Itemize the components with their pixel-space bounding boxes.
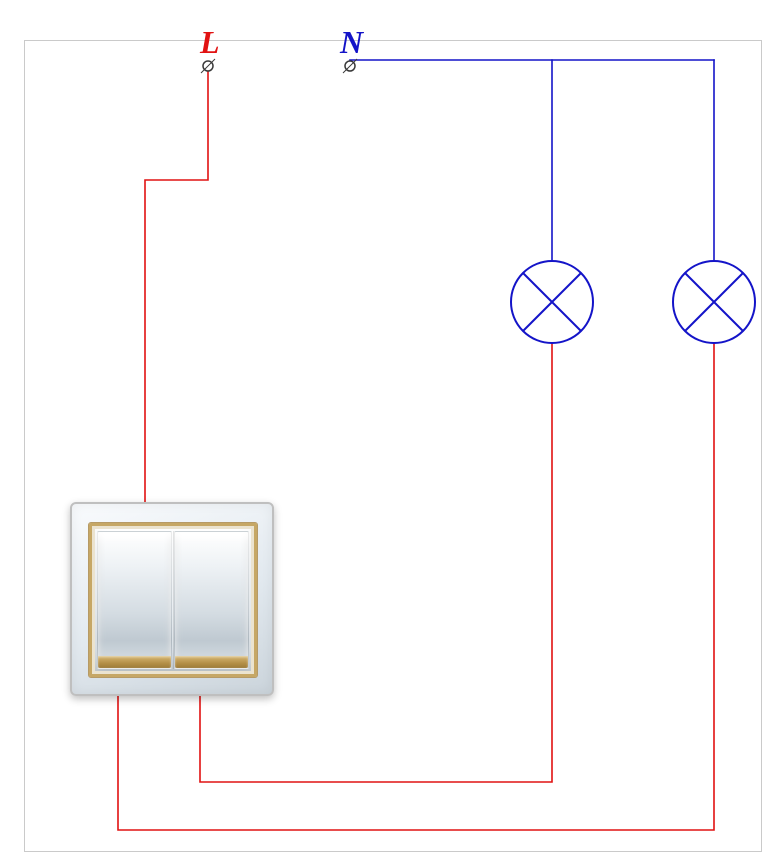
rocker-divider (173, 531, 174, 669)
double-switch-bezel (88, 522, 258, 678)
double-switch-plate (70, 502, 274, 696)
rocker-left[interactable] (97, 531, 172, 669)
rocker-right[interactable] (174, 531, 249, 669)
wiring-svg (0, 0, 778, 866)
